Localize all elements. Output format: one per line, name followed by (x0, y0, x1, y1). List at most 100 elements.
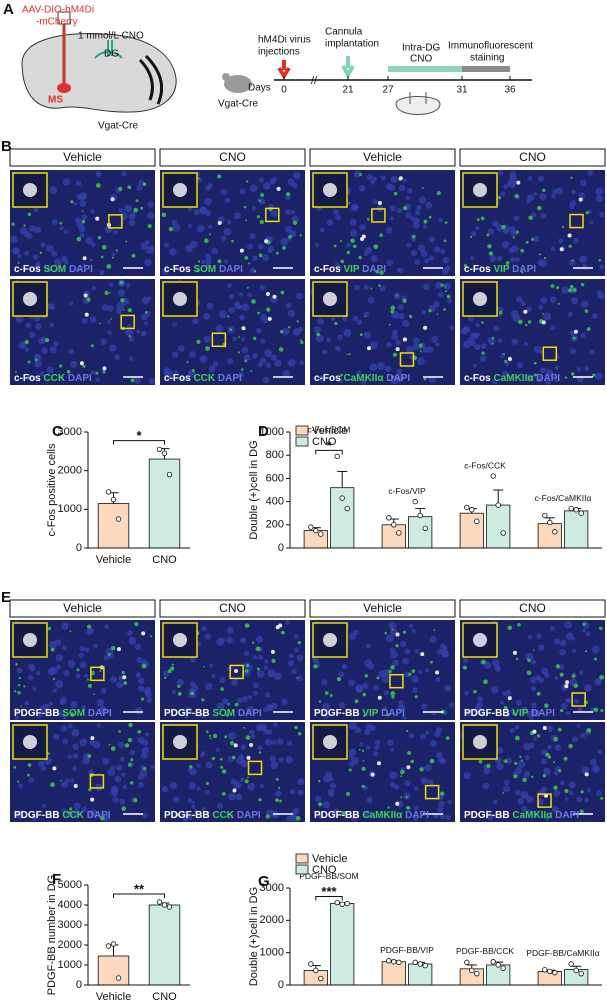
data-point (308, 524, 314, 530)
treatment-bar (388, 66, 462, 72)
nucleus (482, 782, 490, 790)
nucleus (538, 304, 544, 310)
green-signal (544, 256, 547, 260)
nucleus (570, 348, 577, 355)
group-label: PDGF-BB/CaMKIIα (526, 948, 599, 958)
column-header-box (159, 148, 306, 167)
nucleus (107, 768, 116, 777)
green-signal (167, 669, 172, 674)
nucleus (119, 798, 126, 805)
x-tick-label: CNO (152, 554, 177, 566)
green-signal (275, 251, 279, 255)
nucleus (228, 731, 236, 740)
data-point (474, 970, 480, 977)
green-signal (507, 625, 513, 630)
stain-name: DAPI (237, 810, 261, 821)
green-signal (410, 759, 414, 764)
white-signal (377, 695, 382, 700)
green-signal (599, 674, 605, 680)
nucleus (491, 685, 499, 694)
nucleus (416, 204, 422, 211)
nucleus (483, 661, 492, 669)
nucleus (561, 286, 569, 294)
nucleus (445, 814, 451, 821)
white-signal (565, 680, 570, 685)
green-signal (520, 248, 525, 253)
white-signal (395, 347, 400, 352)
green-signal (555, 664, 561, 669)
green-signal (408, 672, 412, 677)
day-label: 27 (382, 85, 394, 96)
significance-label: * (136, 428, 142, 443)
data-point (552, 529, 558, 535)
nucleus (170, 782, 177, 790)
green-signal (491, 337, 495, 340)
nucleus (531, 212, 537, 218)
stain-name: CaMKIIα (493, 373, 534, 384)
nucleus (247, 243, 254, 250)
nucleus (566, 698, 572, 703)
y-tick-label: 4000 (58, 899, 82, 911)
nucleus (260, 338, 266, 344)
nucleus (113, 229, 118, 235)
green-signal (13, 690, 17, 693)
green-signal (445, 736, 450, 740)
nucleus (219, 310, 228, 319)
green-signal (568, 743, 573, 749)
micrograph: c-Fos CaMKIIα DAPI (310, 279, 455, 385)
green-signal (128, 335, 131, 338)
y-tick-label: 1000 (58, 503, 82, 515)
nucleus (551, 805, 559, 813)
nucleus (428, 236, 435, 243)
data-point (391, 959, 397, 965)
green-signal (366, 217, 370, 221)
green-signal (345, 791, 351, 797)
nucleus (107, 330, 112, 335)
nucleus (33, 207, 39, 213)
nucleus (84, 673, 89, 678)
green-signal (295, 815, 301, 821)
nucleus (327, 219, 334, 226)
nucleus (65, 778, 70, 784)
nucleus (526, 710, 534, 718)
green-signal (277, 786, 281, 790)
nucleus (271, 739, 277, 745)
nucleus (322, 349, 328, 355)
group-label: c-Fos/VIP (388, 486, 426, 496)
green-signal (247, 776, 249, 779)
green-signal (59, 364, 63, 368)
nucleus (262, 376, 270, 384)
nucleus (370, 179, 375, 185)
green-signal (245, 663, 250, 668)
data-point (573, 967, 579, 974)
nucleus (105, 647, 114, 656)
green-signal (388, 669, 392, 674)
nucleus (48, 701, 54, 707)
nucleus (514, 724, 520, 730)
nucleus (363, 331, 372, 339)
green-signal (512, 236, 515, 239)
nucleus (424, 258, 430, 264)
micrograph: PDGF-BB CCK DAPI (10, 722, 155, 822)
syringe (57, 11, 71, 25)
nucleus (241, 303, 250, 311)
column-header-box (309, 599, 456, 618)
nucleus (145, 732, 150, 737)
stain-name: DAPI (219, 264, 243, 275)
green-signal (501, 224, 506, 230)
green-signal (243, 726, 245, 729)
nucleus (25, 322, 32, 329)
data-point (334, 899, 340, 906)
roi-box (571, 692, 586, 707)
green-signal (525, 323, 528, 327)
nucleus (129, 749, 136, 756)
nucleus (266, 729, 273, 735)
nucleus (523, 341, 529, 346)
green-signal (518, 319, 523, 325)
green-signal (378, 284, 381, 287)
stain-name: VIP (362, 708, 378, 719)
nucleus (475, 225, 480, 231)
stain-label: PDGF-BB SOM DAPI (164, 708, 262, 719)
micrograph: c-Fos CCK DAPI (160, 279, 305, 385)
